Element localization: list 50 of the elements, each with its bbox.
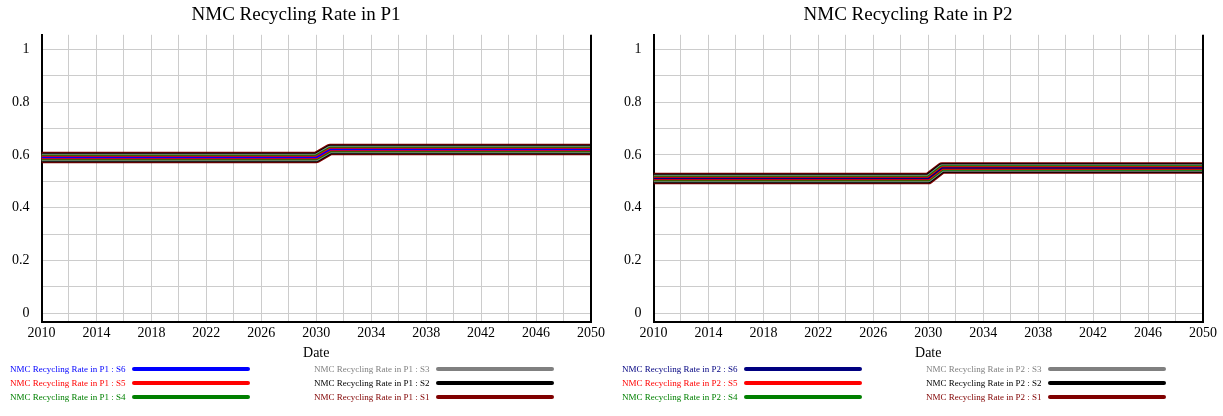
text: NMC Recycling Rate in P1 : S5 <box>10 378 126 388</box>
text: NMC Recycling Rate in P1 : S1 <box>314 392 430 402</box>
y-tick-label: 0.2 <box>624 252 642 268</box>
text: NMC Recycling Rate in P1 : S2 <box>314 378 430 388</box>
text: NMC Recycling Rate in P2 : S6 <box>622 364 738 374</box>
y-tick-label: 0.4 <box>12 199 30 215</box>
x-axis-title: Date <box>303 345 330 361</box>
text: NMC Recycling Rate in P1 : S3 <box>314 364 430 374</box>
x-tick-label: 2046 <box>1134 325 1163 341</box>
y-tick-label: 0.8 <box>624 93 642 109</box>
text: NMC Recycling Rate in P1 : S6 <box>10 364 126 374</box>
x-tick-label: 2030 <box>302 325 331 341</box>
x-tick-label: 2026 <box>247 325 276 341</box>
x-axis-title: Date <box>915 345 942 361</box>
x-tick-label: 2034 <box>969 325 998 341</box>
y-tick-label: 0 <box>22 304 30 320</box>
x-tick-label: 2022 <box>192 325 221 341</box>
chart-title: NMC Recycling Rate in P1 <box>191 3 401 25</box>
x-tick-label: 2046 <box>522 325 551 341</box>
text: NMC Recycling Rate in P2 : S2 <box>926 378 1042 388</box>
y-tick-label: 0.2 <box>12 252 30 268</box>
y-tick-label: 0 <box>634 304 642 320</box>
text: NMC Recycling Rate in P2 : S3 <box>926 364 1042 374</box>
x-tick-label: 2018 <box>137 325 166 341</box>
y-tick-label: 0.6 <box>12 146 30 162</box>
text: NMC Recycling Rate in P1 : S4 <box>10 392 126 402</box>
y-tick-label: 0.8 <box>12 93 30 109</box>
text: NMC Recycling Rate in P2 : S4 <box>622 392 738 402</box>
x-tick-label: 2038 <box>412 325 441 341</box>
x-tick-label: 2010 <box>639 325 668 341</box>
x-tick-label: 2042 <box>1079 325 1108 341</box>
x-tick-label: 2050 <box>1189 325 1217 341</box>
x-tick-label: 2042 <box>467 325 496 341</box>
x-tick-label: 2018 <box>749 325 778 341</box>
text: NMC Recycling Rate in P2 : S1 <box>926 392 1042 402</box>
x-tick-label: 2030 <box>914 325 943 341</box>
x-tick-label: 2050 <box>577 325 605 341</box>
y-tick-label: 0.6 <box>624 146 642 162</box>
text: NMC Recycling Rate in P2 : S5 <box>622 378 738 388</box>
x-tick-label: 2038 <box>1024 325 1053 341</box>
x-tick-label: 2022 <box>804 325 833 341</box>
x-tick-label: 2034 <box>357 325 386 341</box>
y-tick-label: 1 <box>22 40 30 56</box>
y-tick-label: 1 <box>634 40 642 56</box>
x-tick-label: 2010 <box>27 325 56 341</box>
x-tick-label: 2014 <box>694 325 723 341</box>
x-tick-label: 2014 <box>82 325 111 341</box>
chart-title: NMC Recycling Rate in P2 <box>803 3 1013 25</box>
x-tick-label: 2026 <box>859 325 888 341</box>
y-tick-label: 0.4 <box>624 199 642 215</box>
